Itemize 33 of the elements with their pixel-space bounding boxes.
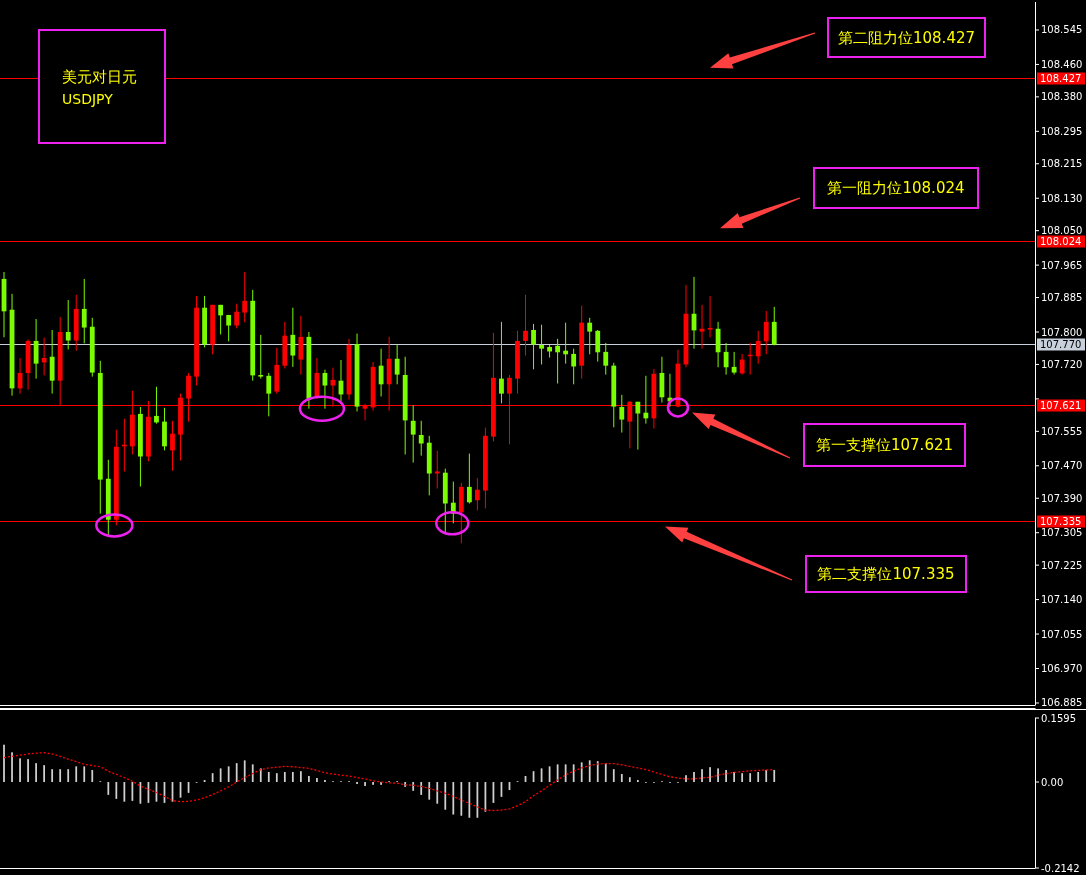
annotation: 第二阻力位108.427 <box>827 17 986 58</box>
annotation: 第二阻力位108.427 <box>837 28 976 47</box>
y-tick-label: 106.885 <box>1041 697 1083 709</box>
y-tick-label: 108.460 <box>1041 58 1083 70</box>
annotation: 第二支撑位107.335 <box>817 565 955 583</box>
annotation: 第一支撑位107.621 <box>815 436 954 454</box>
y-tick-label: 107.800 <box>1041 326 1083 338</box>
y-tick-label: 107.390 <box>1041 492 1083 504</box>
y-tick-label: 107.055 <box>1041 628 1083 640</box>
y-tick-label: -0.2142 <box>1041 862 1080 874</box>
y-tick-label: 108.050 <box>1041 225 1083 237</box>
y-tick-label: 0.1595 <box>1041 712 1076 724</box>
title-box: 美元对日元 USDJPY <box>38 29 166 144</box>
y-tick-label: 107.140 <box>1041 594 1083 606</box>
y-tick-label: 108.215 <box>1041 158 1083 170</box>
y-tick-label: 108.295 <box>1041 125 1083 137</box>
y-tick-label: 107.720 <box>1041 358 1083 370</box>
annotation: 第一阻力位108.024 <box>813 167 979 209</box>
y-tick-label: 108.130 <box>1041 192 1083 204</box>
y-tick-label: 108.545 <box>1041 24 1083 36</box>
y-tick-label: 108.380 <box>1041 91 1083 103</box>
y-tick-label: 107.470 <box>1041 460 1083 472</box>
y-tick-label: 107.885 <box>1041 292 1083 304</box>
y-tick-label: 106.970 <box>1041 663 1083 675</box>
y-tick-label: 107.225 <box>1041 559 1083 571</box>
y-tick-label: 107.305 <box>1041 527 1083 539</box>
y-tick-label: 0.00 <box>1041 776 1064 788</box>
annotation: 第一支撑位107.621 <box>803 423 966 467</box>
annotation: 第一阻力位108.024 <box>827 179 965 197</box>
y-tick-label: 107.965 <box>1041 259 1083 271</box>
annotation: 第二支撑位107.335 <box>805 555 967 593</box>
line-series <box>3 752 775 812</box>
y-tick-label: 107.555 <box>1041 425 1083 437</box>
